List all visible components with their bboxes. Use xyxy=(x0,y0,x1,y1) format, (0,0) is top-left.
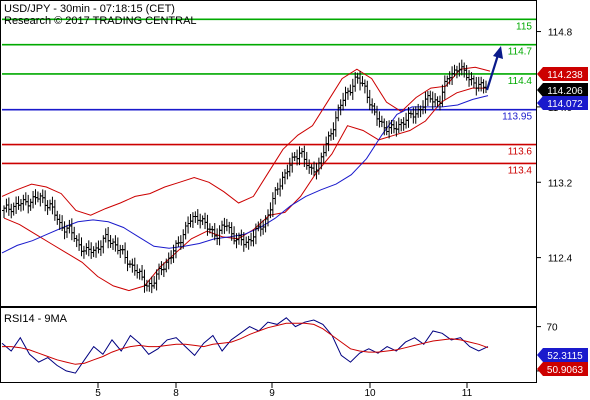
svg-text:114.072: 114.072 xyxy=(547,99,583,110)
svg-text:50.9063: 50.9063 xyxy=(547,365,584,376)
rsi-series-line xyxy=(2,322,489,365)
date-tick-label: 10 xyxy=(364,388,376,399)
level-label: 114.4 xyxy=(508,76,533,87)
rsi-lines xyxy=(1,317,489,374)
rsi-tick-label: 70 xyxy=(546,323,558,334)
level-label: 113.4 xyxy=(508,165,533,176)
chart-title: USD/JPY - 30min - 07:18:15 (CET) xyxy=(4,3,175,15)
rsi-value-tag: 52.3115 xyxy=(537,348,588,362)
price-tick-label: 114.8 xyxy=(548,28,573,39)
date-tick-label: 5 xyxy=(95,388,101,399)
level-label: 115 xyxy=(516,21,532,32)
rsi-panel-title: RSI14 - 9MA xyxy=(4,313,68,325)
price-tag: 114.206 xyxy=(537,83,588,97)
price-tag: 114.072 xyxy=(537,96,588,110)
support-resistance-levels: 115 114.7 114.4 113.95 113.6 113.4 xyxy=(2,18,536,176)
price-panel-frame xyxy=(0,0,537,307)
moving-average-line xyxy=(1,95,489,254)
price-tag: 114.238 xyxy=(537,67,588,81)
rsi-value-tag: 50.9063 xyxy=(537,362,588,376)
candles xyxy=(2,59,488,294)
level-label: 114.7 xyxy=(508,47,533,58)
rsi-series-line xyxy=(1,317,489,374)
svg-text:114.206: 114.206 xyxy=(547,86,583,97)
date-tick-label: 9 xyxy=(269,388,275,399)
copyright-text: Research © 2017 TRADING CENTRAL xyxy=(4,15,197,27)
date-tick-label: 11 xyxy=(462,388,473,399)
forecast-arrow xyxy=(485,46,503,91)
svg-text:114.238: 114.238 xyxy=(547,70,583,81)
bollinger-bands xyxy=(1,66,491,292)
date-tick-label: 8 xyxy=(173,388,179,399)
rsi-panel-frame xyxy=(0,307,537,383)
level-label: 113.95 xyxy=(502,112,532,123)
price-tick-label: 112.4 xyxy=(548,254,573,265)
price-tick-label: 113.2 xyxy=(548,178,573,189)
level-label: 113.6 xyxy=(508,147,533,158)
price-tags: 114.238 114.206 114.072 52.3115 50.9063 xyxy=(537,67,588,376)
bollinger-upper-line xyxy=(1,66,491,216)
svg-text:52.3115: 52.3115 xyxy=(547,351,583,362)
